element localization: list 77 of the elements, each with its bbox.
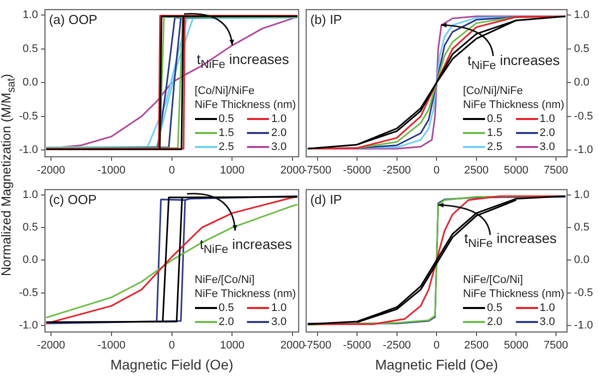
y-tick-label: 0.0 [22,76,38,89]
y-tick-label: 1.0 [22,188,38,201]
x-tick-label: 0 [168,164,175,176]
y-tick-label: -1.0 [18,144,38,156]
x-axis-title: Magnetic Field (Oe) [375,356,498,372]
legend-title: NiFe/[Co/Ni] NiFe Thickness (nm) [463,273,564,301]
y-tick-label: 0.5 [22,222,38,234]
legend-label: 1.0 [271,112,287,126]
x-tick-label: 0 [434,164,440,176]
x-tick-label: 1000 [220,340,244,352]
annotation: (b) IP [310,12,342,27]
y-tick-label: -0.5 [574,110,594,122]
y-tick-label: -1.0 [574,320,594,332]
legend-label: 3.0 [271,315,287,329]
legend-label: 3.0 [540,315,555,329]
legend-title: [Co/Ni]/NiFe NiFe Thickness (nm) [463,84,564,112]
legend-label: 1.0 [271,301,287,315]
x-tick-label: -1000 [97,340,126,352]
legend-label: 1.0 [540,112,555,126]
legend-label: 3.0 [540,140,555,154]
annotation: t$_{NiFe}$ increases [467,52,560,72]
legend-label: 0.5 [487,301,502,315]
y-tick-label: 0.5 [574,222,590,234]
x-tick-label: -7500 [303,164,332,176]
x-tick-label: -2000 [36,340,66,352]
legend-label: 2.0 [487,315,502,329]
legend-label: 2.0 [271,126,287,140]
x-tick-label: 0 [434,340,440,352]
legend-label: 1.5 [487,126,502,140]
y-tick-label: 0.5 [574,42,590,55]
legend-label: 0.5 [218,112,234,126]
x-tick-label: -2500 [382,340,411,352]
legend-label: 0.5 [218,301,234,315]
x-tick-label: -2500 [382,164,411,176]
x-tick-label: -5000 [343,164,372,176]
legend-label: 2.0 [540,126,555,140]
x-tick-label: -2000 [36,164,66,176]
x-tick-label: 7500 [544,164,568,176]
y-tick-label: 0.0 [22,254,38,266]
y-tick-label: -0.5 [574,286,594,299]
x-tick-label: -7500 [303,340,332,352]
x-tick-label: -5000 [343,340,372,352]
y-tick-label: 1.0 [574,9,590,22]
x-tick-label: 2500 [464,164,489,176]
legend-label: 0.5 [487,112,502,126]
y-tick-label: -0.5 [18,286,38,299]
annotation: (a) OOP [48,12,98,27]
y-tick-label: 0.5 [22,42,38,55]
legend-title: [Co/Ni]/NiFe NiFe Thickness (nm) [194,84,296,112]
y-tick-label: -1.0 [18,320,38,332]
annotation: t$_{NiFe}$ increases [464,230,557,250]
x-tick-label: 2000 [280,340,305,352]
x-tick-label: 0 [168,340,175,352]
y-tick-label: 1.0 [574,188,590,201]
x-tick-label: -1000 [97,164,126,176]
legend-label: 1.0 [540,301,555,315]
y-tick-label: 0.0 [574,76,590,89]
annotation: (d) IP [310,192,342,207]
legend-label: 3.0 [271,140,287,154]
annotation: t$_{NiFe}$ increases [196,51,290,72]
x-tick-label: 5000 [504,340,528,352]
y-tick-label: 0.0 [574,254,590,266]
legend-label: 2.5 [487,140,502,154]
legend-title: NiFe/[Co/Ni] NiFe Thickness (nm) [194,273,296,301]
annotation: (c) OOP [48,192,97,207]
y-tick-label: 1.0 [22,9,38,22]
legend-label: 2.5 [218,140,234,154]
x-tick-label: 7500 [544,340,568,352]
x-tick-label: 1000 [220,164,244,176]
x-tick-label: 2500 [464,340,489,352]
x-tick-label: 2000 [280,164,305,176]
y-tick-label: -0.5 [18,110,38,122]
x-axis-title: Magnetic Field (Oe) [110,356,234,372]
y-tick-label: -1.0 [574,144,594,156]
legend-label: 2.0 [218,315,234,329]
x-tick-label: 5000 [504,164,528,176]
legend-label: 1.5 [218,126,234,140]
